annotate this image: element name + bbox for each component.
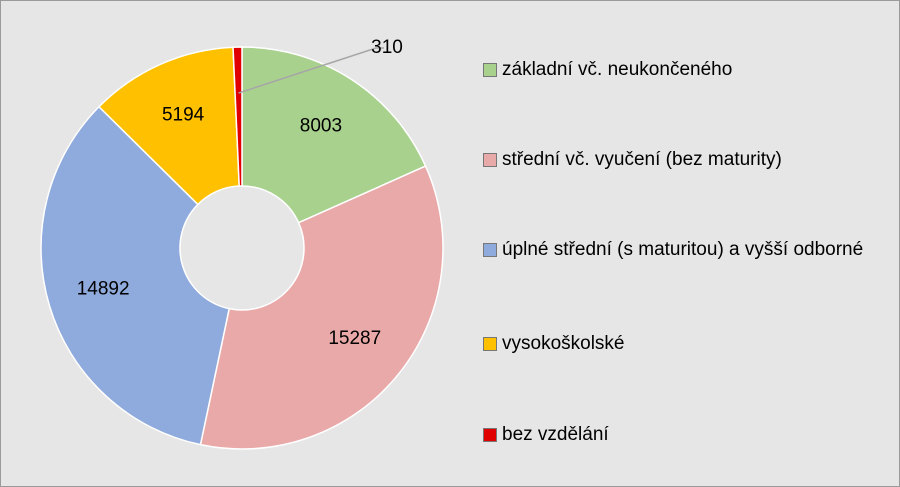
data-label: 8003 xyxy=(300,115,342,136)
slice xyxy=(241,46,427,224)
data-label: 310 xyxy=(371,37,403,58)
data-label: 5194 xyxy=(162,105,205,126)
slice xyxy=(232,46,243,187)
legend-swatch xyxy=(483,337,497,351)
legend-item: bez vzdělání xyxy=(483,417,883,452)
legend-label: bez vzdělání xyxy=(502,424,609,445)
leader-line xyxy=(238,47,384,94)
legend-label: základní vč. neukončeného xyxy=(502,59,733,80)
legend-label: střední vč. vyučení (bez maturity) xyxy=(502,149,782,170)
slice xyxy=(199,165,444,450)
data-label: 14892 xyxy=(77,279,130,300)
legend-item: úplné střední (s maturitou) a vyšší odbo… xyxy=(483,232,883,267)
legend-label: vysokoškolské xyxy=(502,333,625,354)
legend-item: základní vč. neukončeného xyxy=(483,52,883,87)
legend-swatch xyxy=(483,153,497,167)
slice xyxy=(40,105,231,446)
legend-swatch xyxy=(483,428,497,442)
legend-item: vysokoškolské xyxy=(483,326,883,361)
legend-label: úplné střední (s maturitou) a vyšší odbo… xyxy=(502,239,864,260)
data-label: 15287 xyxy=(328,328,381,349)
legend-item: střední vč. vyučení (bez maturity) xyxy=(483,142,883,177)
legend-swatch xyxy=(483,63,497,77)
legend-swatch xyxy=(483,243,497,257)
slice xyxy=(97,46,241,206)
